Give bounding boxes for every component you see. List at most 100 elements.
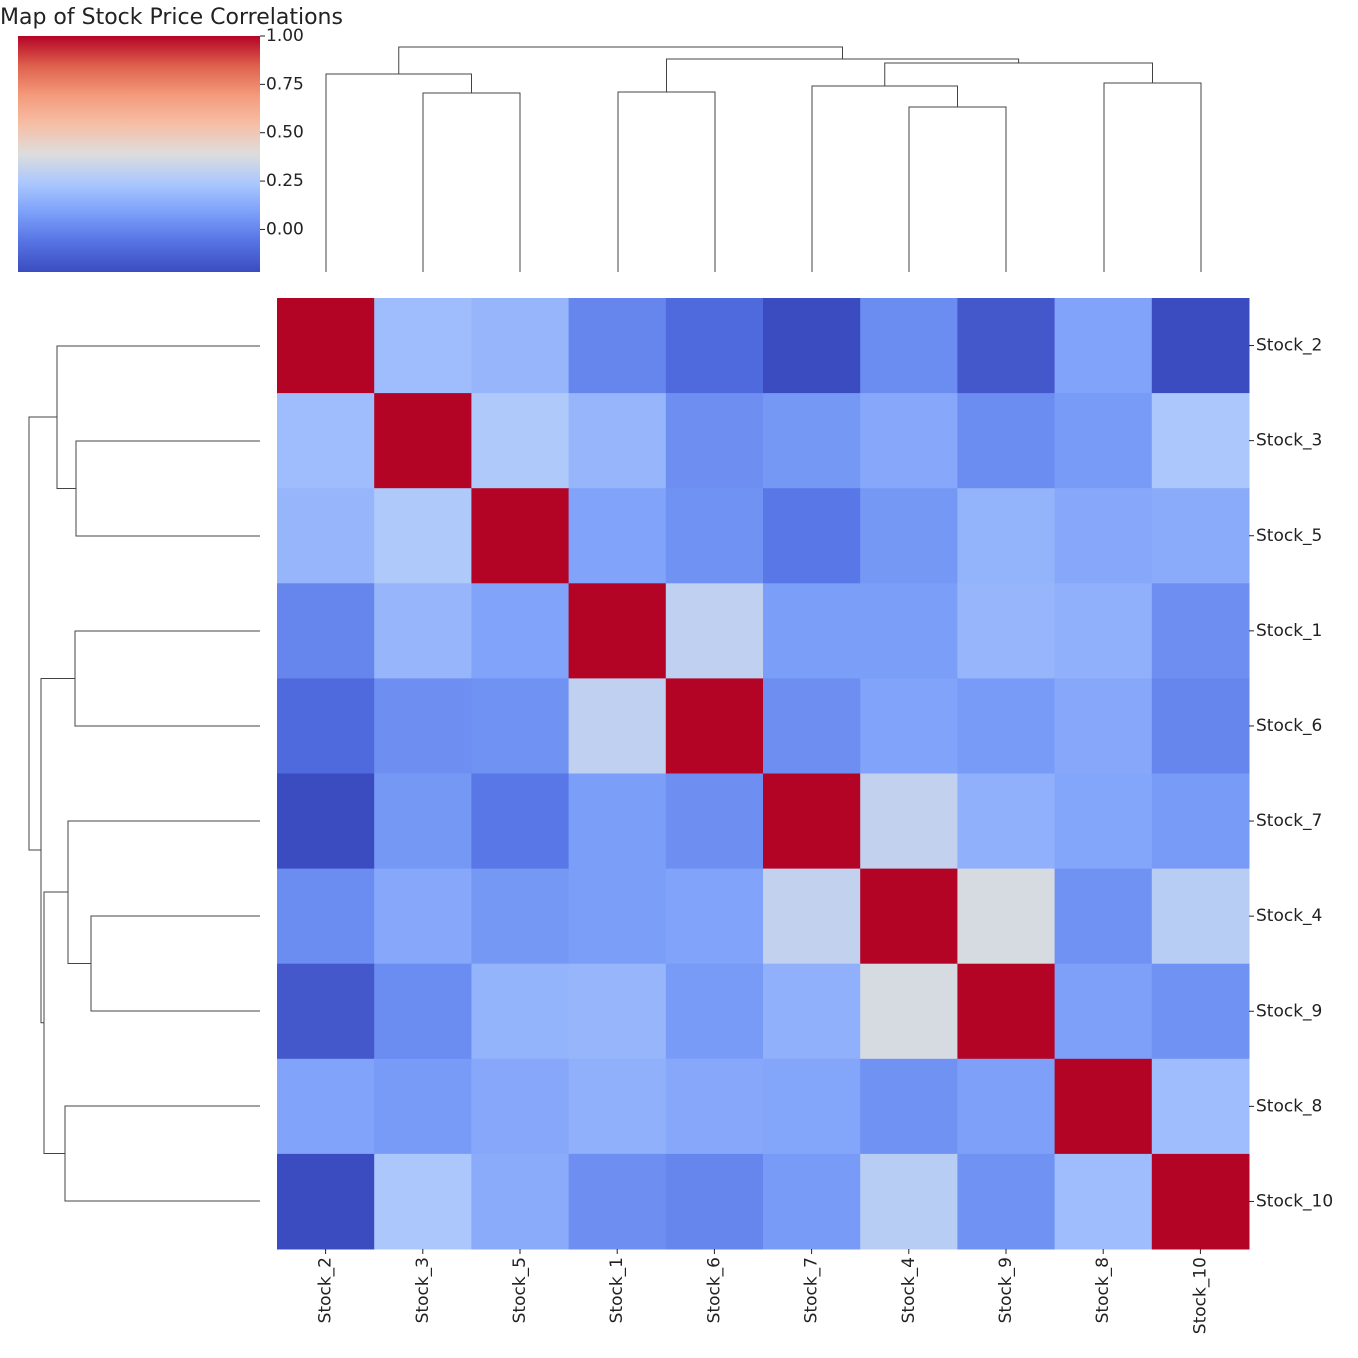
heatmap-cell [471, 868, 570, 965]
heatmap-cell [568, 393, 667, 489]
heatmap-cell [568, 488, 667, 584]
heatmap-cell [957, 963, 1056, 1060]
heatmap-cell [1054, 583, 1153, 679]
heatmap-cell [957, 678, 1056, 774]
heatmap-cell [471, 393, 570, 489]
heatmap-cell [957, 583, 1056, 679]
heatmap-cell [471, 488, 570, 584]
x-tick-label: Stock_5 [510, 1257, 530, 1323]
heatmap-cell [763, 583, 861, 679]
heatmap-cell [568, 1058, 667, 1155]
y-tick-label: Stock_9 [1256, 1001, 1322, 1021]
colorbar-tick-label: 0.00 [266, 219, 304, 239]
heatmap-cell [374, 1153, 472, 1250]
heatmap-cell [763, 868, 861, 965]
x-tick-label: Stock_6 [704, 1257, 724, 1323]
heatmap-cell [763, 298, 861, 394]
heatmap-cell [471, 1153, 570, 1250]
heatmap-cell [471, 773, 570, 870]
heatmap-cell [665, 1058, 764, 1155]
heatmap-cell [860, 1058, 958, 1155]
colorbar-tick-label: 0.50 [266, 123, 304, 143]
heatmap-cell [665, 1153, 764, 1250]
heatmap-cell [665, 393, 764, 489]
heatmap-cell [860, 963, 958, 1060]
heatmap-cell [665, 583, 764, 679]
heatmap-cell [1151, 393, 1250, 489]
heatmap-cell [1151, 1153, 1250, 1250]
y-tick-label: Stock_10 [1256, 1191, 1333, 1211]
x-tick-label: Stock_3 [413, 1257, 433, 1323]
heatmap-cell [568, 583, 667, 679]
y-tick-label: Stock_1 [1256, 621, 1322, 641]
heatmap-cell [860, 868, 958, 965]
heatmap-cell [763, 488, 861, 584]
heatmap-cell [665, 678, 764, 774]
colorbar-tick-label: 1.00 [266, 26, 304, 46]
heatmap-cell [277, 488, 375, 584]
heatmap-cell [471, 1058, 570, 1155]
heatmap-cell [568, 298, 667, 394]
y-tick-label: Stock_3 [1256, 431, 1322, 451]
heatmap-cell [665, 298, 764, 394]
heatmap-cell [1151, 298, 1250, 394]
y-tick-label: Stock_8 [1256, 1096, 1322, 1116]
heatmap-cell [957, 393, 1056, 489]
x-tick-label: Stock_8 [1093, 1257, 1113, 1323]
heatmap-cell [665, 488, 764, 584]
heatmap-cell [1054, 963, 1153, 1060]
heatmap-cell [957, 1058, 1056, 1155]
heatmap-cell [374, 1058, 472, 1155]
heatmap-cell [957, 298, 1056, 394]
heatmap-cell [763, 963, 861, 1060]
heatmap-cell [763, 1058, 861, 1155]
heatmap-cell [1054, 488, 1153, 584]
y-tick-label: Stock_2 [1256, 336, 1322, 356]
heatmap-cell [665, 963, 764, 1060]
heatmap-cell [568, 868, 667, 965]
heatmap-cell [957, 773, 1056, 870]
heatmap-cell [860, 298, 958, 394]
heatmap-cell [277, 393, 375, 489]
y-tick-label: Stock_5 [1256, 526, 1322, 546]
heatmap-cell [860, 393, 958, 489]
heatmap-cell [1054, 868, 1153, 965]
heatmap-cell [1054, 678, 1153, 774]
heatmap-cell [471, 963, 570, 1060]
heatmap-cell [277, 868, 375, 965]
heatmap-cell [1151, 1058, 1250, 1155]
heatmap-cell [374, 298, 472, 394]
heatmap-cell [1054, 1153, 1153, 1250]
heatmap-cell [471, 678, 570, 774]
heatmap-cell [277, 583, 375, 679]
x-tick-label: Stock_1 [607, 1257, 627, 1323]
heatmap-cell [957, 868, 1056, 965]
heatmap-cell [1151, 583, 1250, 679]
heatmap-cell [860, 678, 958, 774]
x-tick-label: Stock_9 [996, 1257, 1016, 1323]
colorbar-tick-label: 0.75 [266, 74, 304, 94]
x-tick-label: Stock_2 [316, 1257, 336, 1323]
heatmap-cell [1054, 393, 1153, 489]
row-dendrogram [28, 345, 260, 1202]
heatmap-cell [860, 773, 958, 870]
heatmap-cell [665, 773, 764, 870]
heatmap-cell [1151, 678, 1250, 774]
heatmap-cell [763, 1153, 861, 1250]
x-tick-label: Stock_4 [899, 1257, 919, 1323]
heatmap-cell [568, 678, 667, 774]
heatmap-cell [1151, 773, 1250, 870]
chart-title: Map of Stock Price Correlations [0, 5, 343, 30]
column-dendrogram [325, 46, 1202, 272]
heatmap-cell [957, 1153, 1056, 1250]
heatmap-cell [277, 773, 375, 870]
heatmap-cell [665, 868, 764, 965]
x-tick-label: Stock_7 [802, 1257, 822, 1323]
heatmap-cell [471, 583, 570, 679]
colorbar [18, 36, 260, 272]
heatmap-cell [277, 1153, 375, 1250]
heatmap-cell [1054, 298, 1153, 394]
y-tick-label: Stock_6 [1256, 716, 1322, 736]
heatmap-cell [957, 488, 1056, 584]
